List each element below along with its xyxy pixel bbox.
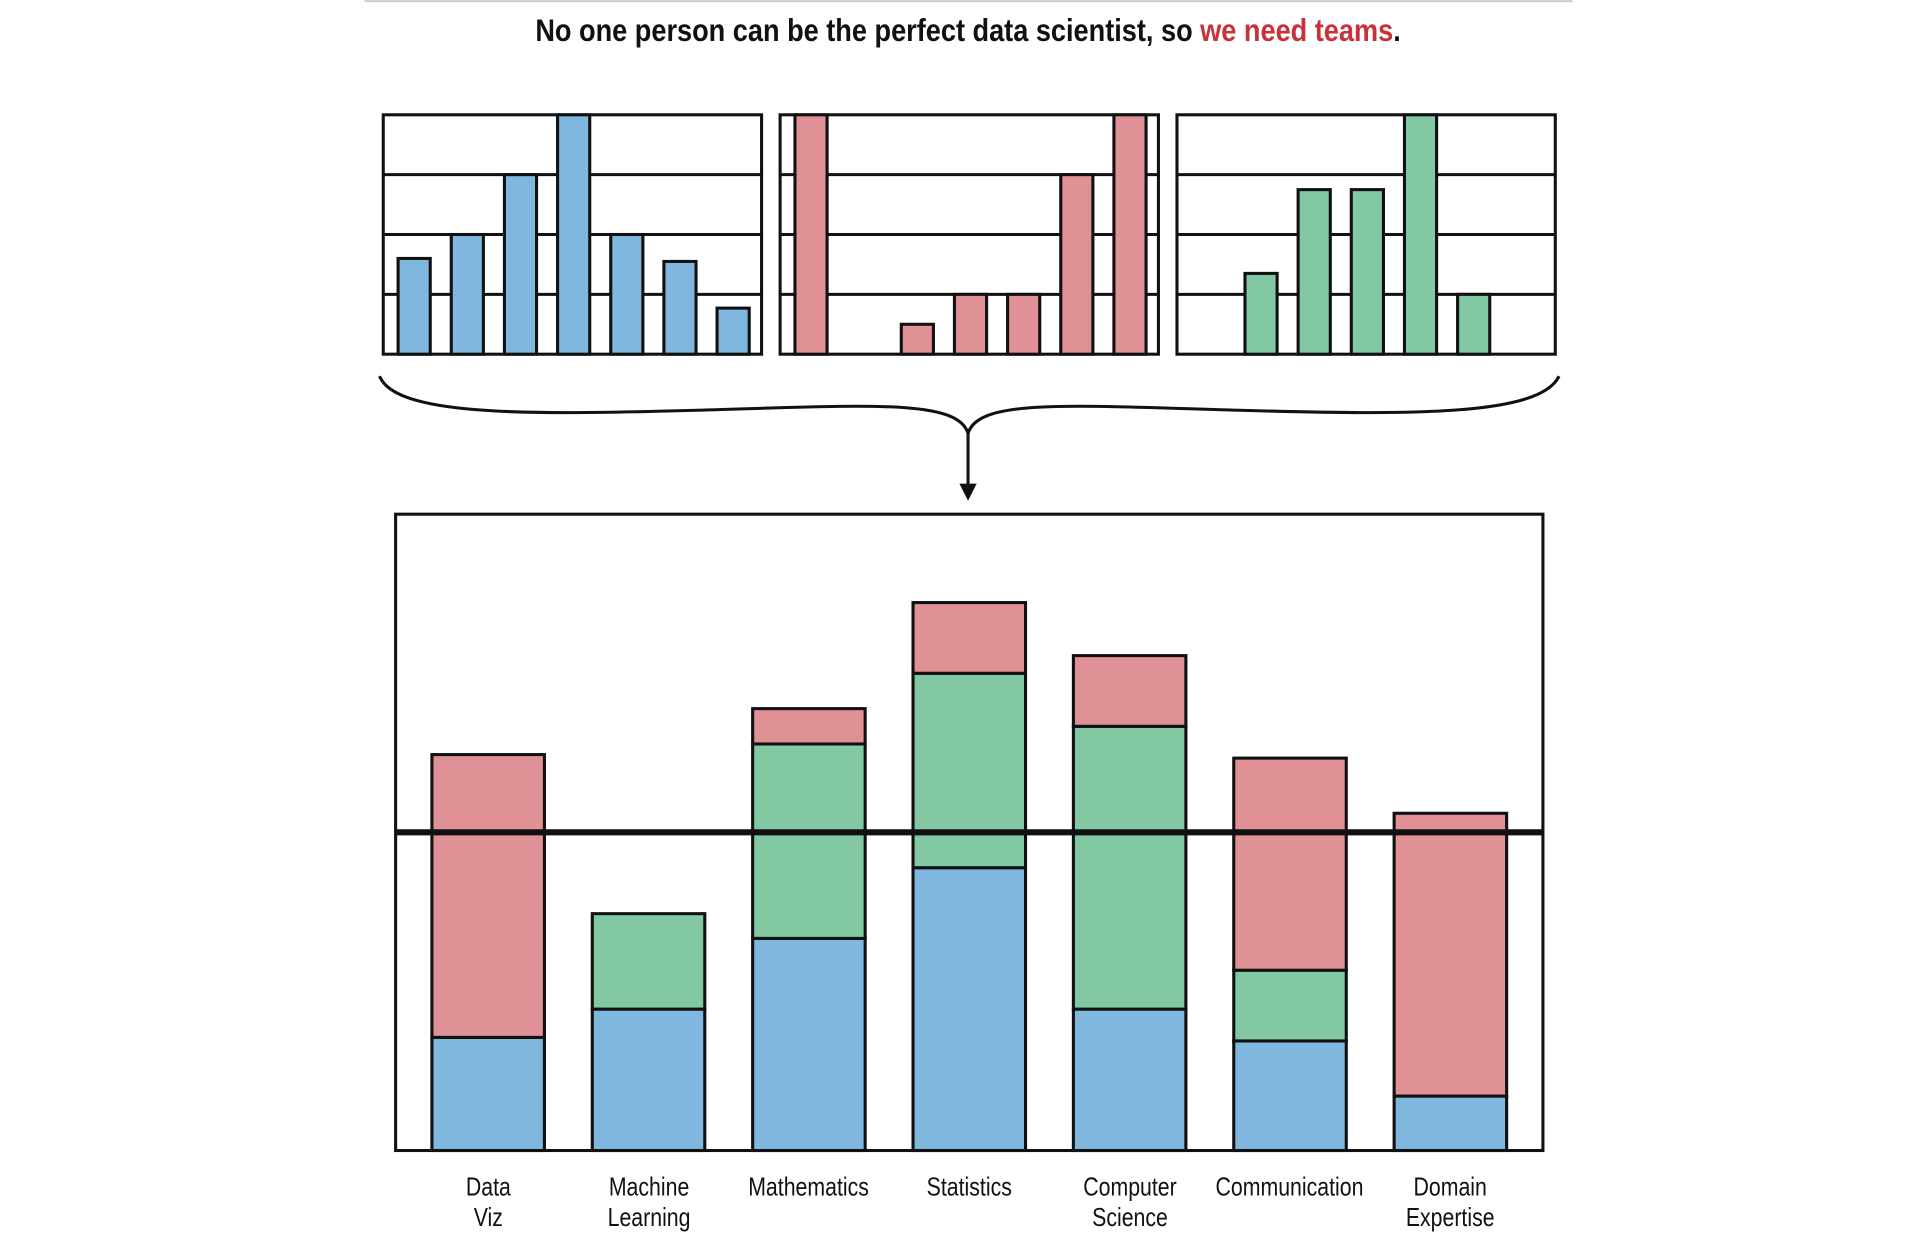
stacked-segment (911, 671, 1028, 870)
stacked-segment (1232, 968, 1348, 1043)
bar (1006, 292, 1042, 356)
x-tick-label: Statistics (926, 1173, 1012, 1202)
x-tick-label: Mathematics (748, 1173, 870, 1202)
stacked-segment (590, 912, 707, 1011)
bar (715, 306, 751, 356)
bar (793, 113, 829, 356)
bar (449, 232, 485, 356)
bar (1456, 292, 1492, 356)
bar (1243, 271, 1279, 356)
x-label-box: Domain Expertise (1405, 1173, 1495, 1233)
brace (378, 375, 1561, 440)
stacked-segment (1232, 1039, 1348, 1153)
bar (1112, 113, 1148, 356)
stacked-segment (590, 1007, 707, 1153)
x-label-box: Communication (1216, 1173, 1364, 1202)
bar (1402, 113, 1439, 356)
bar (899, 322, 935, 356)
x-label-box: Mathematics (748, 1173, 870, 1202)
bar (396, 256, 432, 356)
bar (1349, 188, 1385, 356)
x-tick-label: Communication (1216, 1173, 1364, 1202)
bar (556, 113, 592, 356)
stacked-segment (751, 742, 867, 940)
x-tick-label: Data Viz (465, 1173, 511, 1233)
bar (502, 173, 539, 356)
stacked-segment (751, 936, 867, 1153)
arrow-head (959, 483, 977, 501)
title-part: . (1393, 13, 1401, 49)
bar (952, 292, 989, 356)
stacked-segment (1392, 1094, 1509, 1153)
stacked-segment (1071, 1007, 1188, 1153)
chart-title: No one person can be the perfect data sc… (535, 13, 1400, 49)
x-tick-label: Domain Expertise (1405, 1173, 1495, 1233)
bar (1059, 173, 1095, 356)
title-part: No one person can be the perfect data sc… (535, 13, 1200, 49)
stacked-segment (1071, 724, 1188, 1011)
stacked-segment (430, 1035, 546, 1153)
stacked-segment (751, 707, 867, 746)
stacked-segment (1232, 756, 1348, 972)
stacked-segment (430, 753, 546, 1039)
x-label-box: Data Viz (465, 1173, 511, 1233)
stacked-segment (1071, 654, 1188, 728)
x-label-box: Machine Learning (607, 1173, 690, 1233)
x-tick-label: Machine Learning (607, 1173, 690, 1233)
stacked-segment (911, 601, 1028, 675)
x-tick-label: Computer Science (1082, 1173, 1177, 1233)
x-label-box: Computer Science (1082, 1173, 1177, 1233)
x-label-box: Statistics (926, 1173, 1012, 1202)
bar (1296, 188, 1332, 356)
bar (662, 259, 698, 356)
stacked-segment (911, 866, 1028, 1153)
stacked-segment (1392, 811, 1509, 1098)
bar (609, 232, 645, 356)
title-part: we need teams (1199, 13, 1393, 49)
